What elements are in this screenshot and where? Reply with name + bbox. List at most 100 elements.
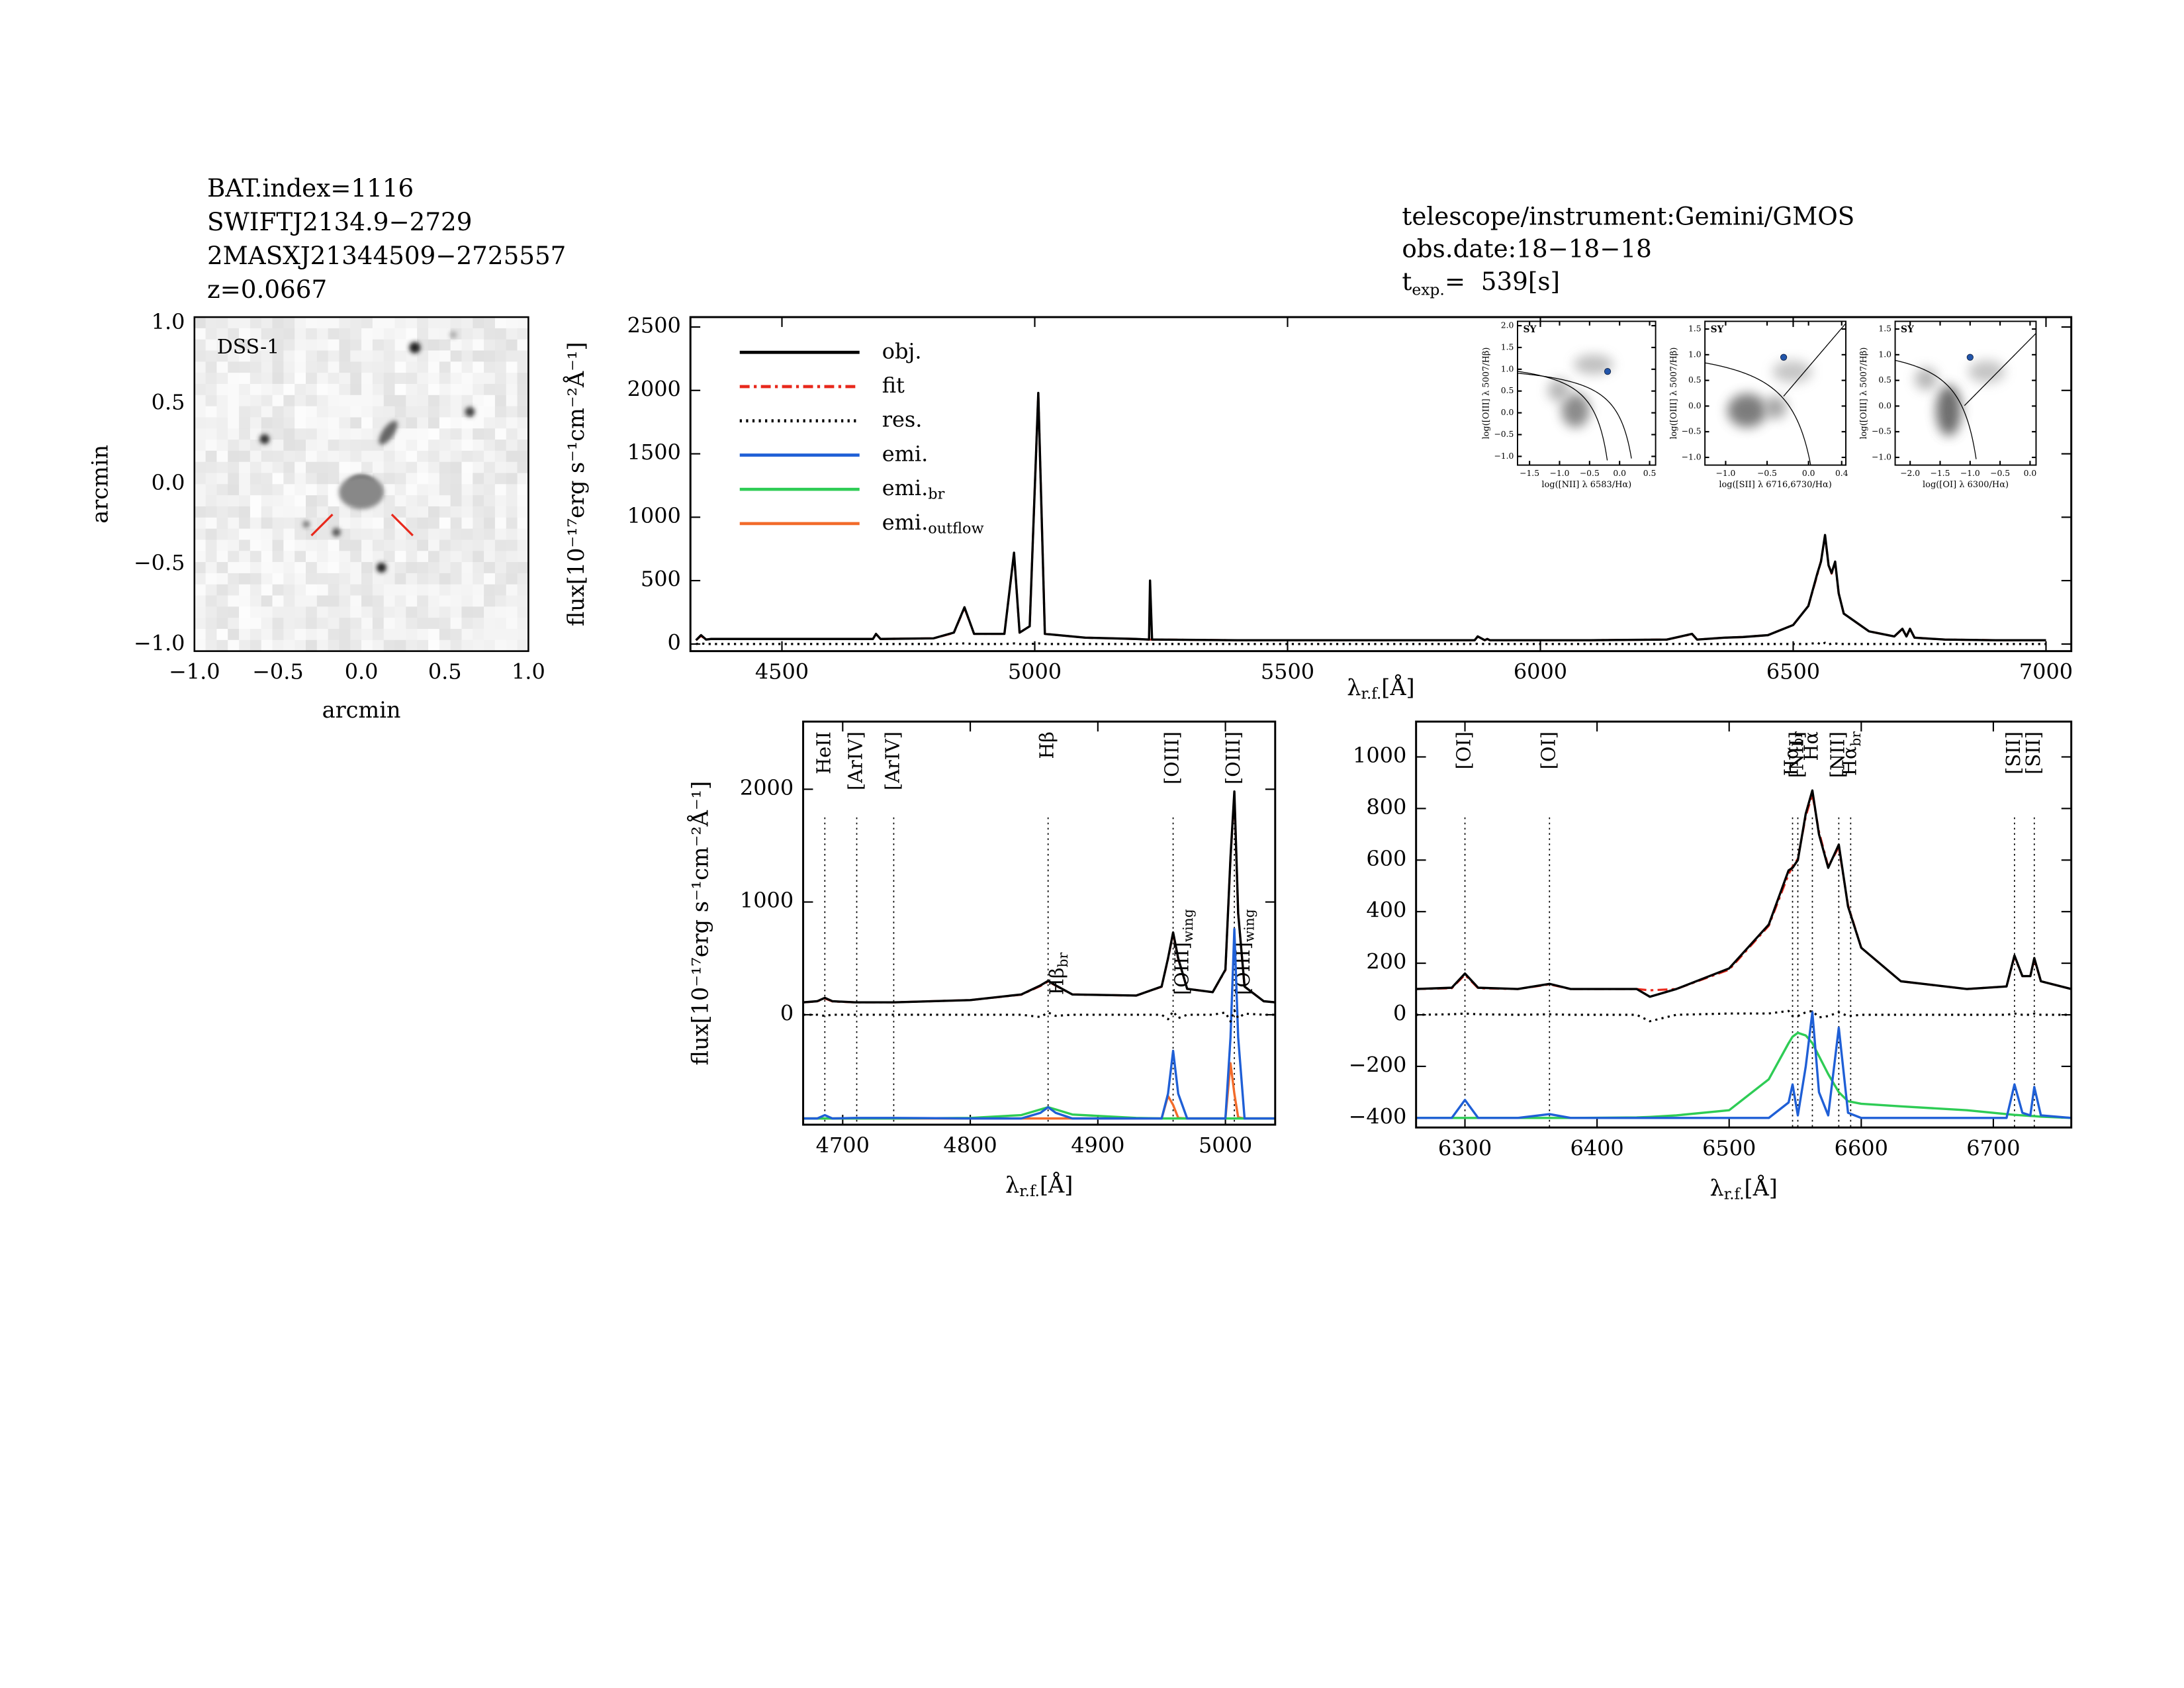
line-label: [OI] bbox=[1452, 731, 1475, 769]
image-pixel bbox=[494, 562, 507, 574]
y-tick-label: 1.0 bbox=[1501, 364, 1514, 373]
image-pixel bbox=[228, 495, 240, 507]
image-pixel bbox=[261, 350, 273, 362]
image-pixel bbox=[394, 551, 407, 563]
image-pixel bbox=[517, 562, 529, 574]
image-pixel bbox=[216, 506, 228, 518]
image-pixel bbox=[484, 428, 496, 440]
image-pixel bbox=[406, 317, 418, 329]
image-pixel bbox=[328, 573, 340, 585]
image-pixel bbox=[239, 539, 251, 551]
y-tick-label: 2000 bbox=[740, 775, 794, 800]
image-pixel bbox=[361, 461, 373, 474]
source bbox=[409, 342, 421, 353]
image-pixel bbox=[328, 383, 340, 396]
image-pixel bbox=[194, 539, 206, 551]
image-pixel bbox=[484, 473, 496, 485]
image-pixel bbox=[484, 639, 496, 651]
image-pixel bbox=[228, 473, 240, 485]
image-pixel bbox=[494, 350, 507, 362]
source bbox=[339, 475, 385, 510]
axes: 4500 5000 5500 6000 6500 7000 0 500 1000 1500 2000… bbox=[563, 312, 2073, 702]
image-pixel bbox=[194, 317, 206, 329]
plot-frame bbox=[1517, 320, 1657, 466]
line-label: [SII] bbox=[2021, 731, 2044, 774]
demarcation-line bbox=[1895, 359, 1977, 459]
image-pixel bbox=[517, 428, 529, 440]
image-pixel bbox=[428, 461, 440, 474]
image-pixel bbox=[228, 440, 240, 451]
image-pixel bbox=[461, 317, 473, 329]
image-pixel bbox=[494, 551, 507, 563]
y-axis-label: flux[10⁻¹⁷erg s⁻¹cm⁻²Å⁻¹] bbox=[686, 781, 713, 1066]
line-label: [ArIV] bbox=[844, 731, 866, 790]
axes: −2.0 −1.5 −1.0 −0.5 0.0 −1.0 −0.5 0.0 0.5 1.0 1.5 l… bbox=[1859, 321, 2036, 490]
image-pixel bbox=[494, 417, 507, 429]
y-tick-label: 400 bbox=[1366, 898, 1406, 923]
image-pixel bbox=[372, 417, 385, 429]
image-pixel bbox=[383, 484, 396, 496]
series-line bbox=[803, 790, 1275, 1004]
image-pixel bbox=[350, 461, 362, 474]
image-pixel bbox=[194, 595, 206, 607]
image-pixel bbox=[484, 628, 496, 641]
image-pixel bbox=[406, 618, 418, 630]
image-pixel bbox=[250, 562, 262, 574]
image-pixel bbox=[272, 417, 284, 429]
image-pixel bbox=[494, 361, 507, 373]
image-pixel bbox=[450, 450, 463, 463]
image-pixel bbox=[461, 539, 473, 551]
image-pixel bbox=[228, 551, 240, 563]
image-pixel bbox=[239, 373, 251, 385]
image-pixel bbox=[316, 406, 329, 418]
image-pixel bbox=[316, 606, 329, 618]
x-tick-label: −1.0 bbox=[1549, 469, 1569, 478]
image-pixel bbox=[216, 539, 228, 551]
label-part: [SII] bbox=[2001, 731, 2024, 774]
image-pixel bbox=[517, 361, 529, 373]
image-pixel bbox=[194, 628, 206, 641]
image-pixel bbox=[283, 450, 295, 463]
image-pixel bbox=[394, 350, 407, 362]
image-pixel bbox=[428, 628, 440, 641]
image-pixel bbox=[484, 417, 496, 429]
image-pixel bbox=[272, 495, 284, 507]
image-pixel bbox=[205, 361, 218, 373]
image-pixel bbox=[350, 584, 362, 596]
image-pixel bbox=[350, 628, 362, 641]
label-part: Hα bbox=[1838, 747, 1860, 776]
image-pixel bbox=[361, 551, 373, 563]
x-tick-label: 6300 bbox=[1438, 1135, 1492, 1160]
image-pixel bbox=[295, 339, 306, 352]
image-pixel bbox=[417, 517, 429, 530]
image-pixel bbox=[205, 440, 218, 451]
image-pixel bbox=[473, 618, 484, 630]
image-pixel bbox=[406, 573, 418, 585]
y-axis-label: log([OIII] λ 5007/Hβ) bbox=[1669, 348, 1679, 440]
x-tick-label: −1.0 bbox=[1715, 469, 1735, 478]
image-pixel bbox=[461, 440, 473, 451]
image-pixel bbox=[428, 440, 440, 451]
x-tick-label: 4500 bbox=[755, 659, 809, 684]
image-pixel bbox=[494, 517, 507, 530]
image-pixel bbox=[328, 339, 340, 352]
image-pixel bbox=[216, 495, 228, 507]
x-axis-label: log([NII] λ 6583/Hα) bbox=[1541, 480, 1631, 490]
image-pixel bbox=[306, 551, 318, 563]
y-tick-label: 0.5 bbox=[152, 390, 185, 415]
image-pixel bbox=[361, 528, 373, 541]
image-pixel bbox=[394, 606, 407, 618]
image-pixel bbox=[461, 562, 473, 574]
image-pixel bbox=[494, 528, 507, 541]
y-tick-label: −400 bbox=[1349, 1103, 1407, 1129]
image-pixel bbox=[361, 328, 373, 340]
label-sub: br bbox=[928, 486, 944, 503]
image-pixel bbox=[394, 618, 407, 630]
line-label: [ArIV] bbox=[881, 731, 903, 790]
demarcation-line bbox=[1783, 323, 1846, 397]
instrument: telescope/instrument:Gemini/GMOS bbox=[1402, 202, 1854, 231]
image-pixel bbox=[406, 417, 418, 429]
x-tick-label: 0.0 bbox=[1802, 469, 1815, 478]
image-pixel bbox=[272, 618, 284, 630]
image-pixel bbox=[228, 562, 240, 574]
